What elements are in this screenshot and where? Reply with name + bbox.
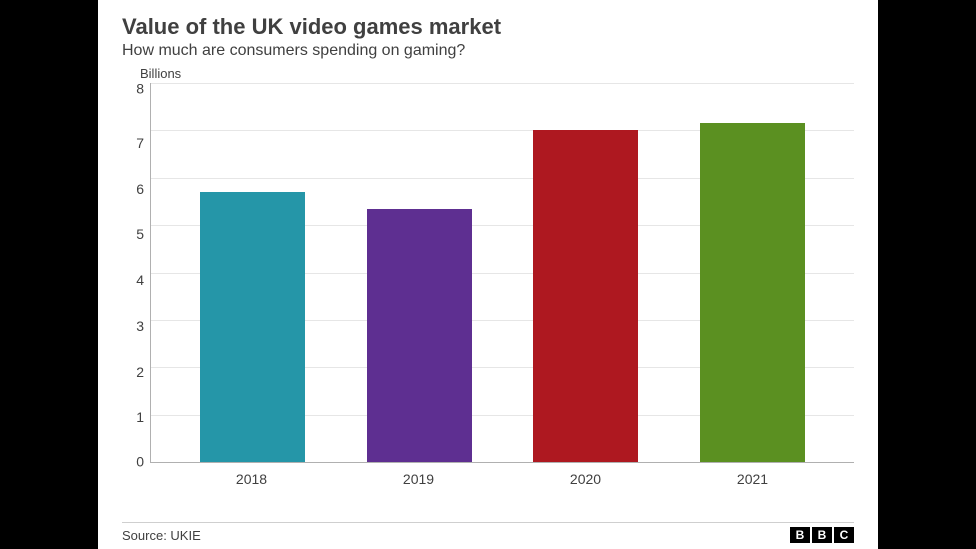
chart-frame: Value of the UK video games market How m… [98,0,878,549]
y-tick: 3 [136,319,144,333]
chart-area: 8 7 6 5 4 3 2 1 0 [122,83,854,463]
y-tick: 0 [136,455,144,469]
y-tick: 6 [136,182,144,196]
x-category: 2021 [700,471,805,487]
y-tick: 2 [136,365,144,379]
bbc-logo-letter: B [812,527,832,543]
source-label: Source: UKIE [122,528,201,543]
bar-2021 [700,123,805,462]
y-axis-label: Billions [140,66,854,81]
x-axis: 2018 2019 2020 2021 [150,463,854,487]
x-category: 2018 [199,471,304,487]
y-tick: 1 [136,410,144,424]
bbc-logo-letter: C [834,527,854,543]
bbc-logo-letter: B [790,527,810,543]
chart-subtitle: How much are consumers spending on gamin… [122,42,854,60]
y-tick: 4 [136,273,144,287]
x-category: 2019 [366,471,471,487]
plot-area [150,83,854,463]
bbc-logo: B B C [790,527,854,543]
bar-2019 [367,209,472,462]
bar-2020 [533,130,638,462]
bars-container [151,83,854,462]
y-tick: 7 [136,136,144,150]
y-tick: 5 [136,227,144,241]
y-axis: 8 7 6 5 4 3 2 1 0 [122,83,150,463]
bar-2018 [200,192,305,462]
chart-title: Value of the UK video games market [122,14,854,40]
chart-footer: Source: UKIE B B C [122,522,854,543]
x-category: 2020 [533,471,638,487]
y-tick: 8 [136,82,144,96]
